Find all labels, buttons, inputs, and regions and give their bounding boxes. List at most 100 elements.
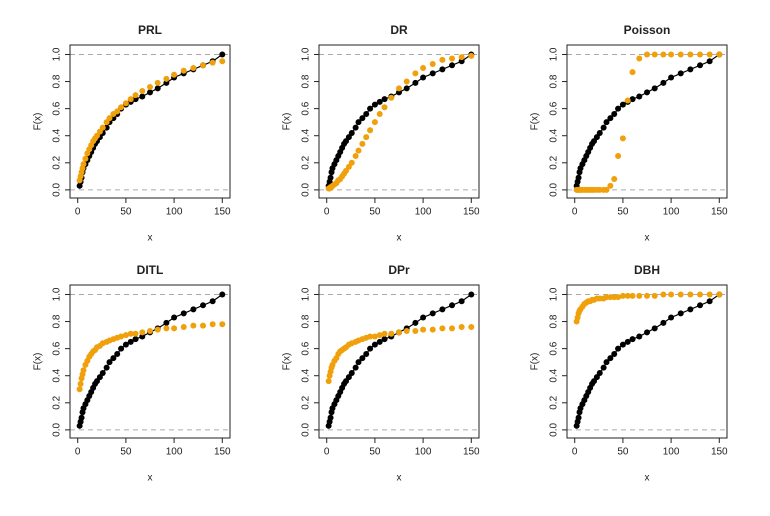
- plot-frame: [566, 44, 728, 199]
- data-point: [603, 359, 610, 366]
- data-point: [132, 336, 139, 343]
- data-point: [644, 89, 650, 96]
- data-point: [668, 291, 675, 298]
- y-tick-label: 0.6: [549, 101, 560, 115]
- x-tick-label: 100: [166, 207, 183, 218]
- data-point: [352, 364, 359, 371]
- data-point: [611, 176, 618, 183]
- x-tick-label: 0: [75, 447, 81, 458]
- data-point: [371, 341, 378, 348]
- y-tick-label: 0.2: [52, 395, 63, 409]
- data-point: [381, 96, 388, 103]
- data-point: [687, 306, 694, 313]
- data-point: [615, 294, 622, 301]
- data-point: [371, 333, 378, 340]
- data-point: [396, 329, 402, 336]
- data-point: [127, 330, 134, 337]
- panel-title: PRL: [138, 23, 162, 37]
- x-tick-label: 0: [324, 447, 330, 458]
- y-tick-label: 0.4: [301, 368, 312, 382]
- x-tick-label: 100: [415, 447, 432, 458]
- data-point: [697, 62, 704, 69]
- data-point: [363, 134, 370, 141]
- data-point: [660, 79, 667, 86]
- data-point: [677, 310, 684, 317]
- data-point: [629, 96, 636, 103]
- data-point: [449, 62, 456, 69]
- data-point: [381, 330, 388, 337]
- data-point: [154, 79, 161, 86]
- x-tick-label: 0: [572, 207, 578, 218]
- data-point: [636, 333, 643, 340]
- plot-frame: [566, 284, 728, 439]
- data-point: [180, 67, 187, 74]
- data-point: [651, 51, 658, 58]
- data-point: [439, 66, 446, 73]
- data-point: [376, 111, 383, 118]
- data-point: [127, 96, 134, 103]
- data-point: [122, 100, 129, 107]
- y-tick-label: 0.0: [52, 422, 63, 436]
- data-point: [132, 92, 139, 99]
- data-point: [367, 127, 374, 134]
- data-point: [619, 135, 626, 142]
- data-point: [367, 105, 374, 112]
- data-point: [367, 345, 374, 352]
- data-point: [219, 321, 226, 328]
- data-point: [619, 292, 626, 299]
- panel-title: DR: [390, 23, 408, 37]
- y-tick-label: 1.0: [52, 47, 63, 61]
- data-point: [716, 51, 723, 58]
- data-point: [327, 174, 334, 181]
- data-point: [706, 298, 713, 305]
- data-point: [575, 174, 582, 181]
- data-point: [209, 321, 216, 328]
- y-tick-label: 0.4: [549, 128, 560, 142]
- data-point: [77, 380, 84, 387]
- x-tick-label: 150: [711, 447, 728, 458]
- data-point: [697, 302, 704, 309]
- plot-frame: [318, 284, 480, 439]
- data-point: [118, 345, 125, 352]
- series-line: [576, 53, 720, 186]
- data-point: [607, 115, 614, 122]
- y-tick-label: 1.0: [301, 287, 312, 301]
- data-point: [163, 325, 170, 332]
- data-point: [110, 355, 117, 362]
- data-point: [615, 345, 622, 352]
- data-point: [209, 59, 216, 66]
- y-tick-label: 0.8: [52, 74, 63, 88]
- data-point: [171, 325, 178, 332]
- data-point: [449, 325, 456, 332]
- panel: DBH 0 50 100 150 0.0 0.2 0.4 0.6 0.8 1.0 x F(x): [530, 263, 728, 483]
- data-point: [687, 51, 694, 58]
- data-point: [651, 85, 658, 92]
- data-point: [147, 328, 153, 335]
- x-axis-label: x: [148, 233, 153, 244]
- x-tick-label: 150: [463, 207, 480, 218]
- data-point: [429, 70, 436, 77]
- data-point: [668, 314, 675, 321]
- data-point: [371, 101, 378, 108]
- y-tick-label: 0.2: [301, 395, 312, 409]
- data-point: [367, 333, 374, 340]
- data-point: [376, 332, 383, 339]
- data-point: [619, 101, 626, 108]
- panel: DR 0 50 100 150 0.0 0.2 0.4 0.6 0.8 1.0 x F(x): [282, 23, 480, 243]
- data-point: [80, 367, 87, 374]
- data-point: [132, 330, 139, 337]
- y-tick-label: 0.8: [301, 314, 312, 328]
- data-point: [396, 85, 402, 92]
- data-point: [139, 88, 146, 95]
- data-point: [677, 51, 684, 58]
- series-line: [79, 293, 223, 426]
- data-point: [429, 310, 436, 317]
- y-tick-label: 0.4: [52, 368, 63, 382]
- data-point: [697, 291, 704, 298]
- data-point: [636, 93, 643, 100]
- data-point: [629, 292, 636, 299]
- data-point: [420, 65, 427, 72]
- data-point: [388, 94, 395, 101]
- data-point: [348, 130, 355, 137]
- data-point: [600, 124, 607, 131]
